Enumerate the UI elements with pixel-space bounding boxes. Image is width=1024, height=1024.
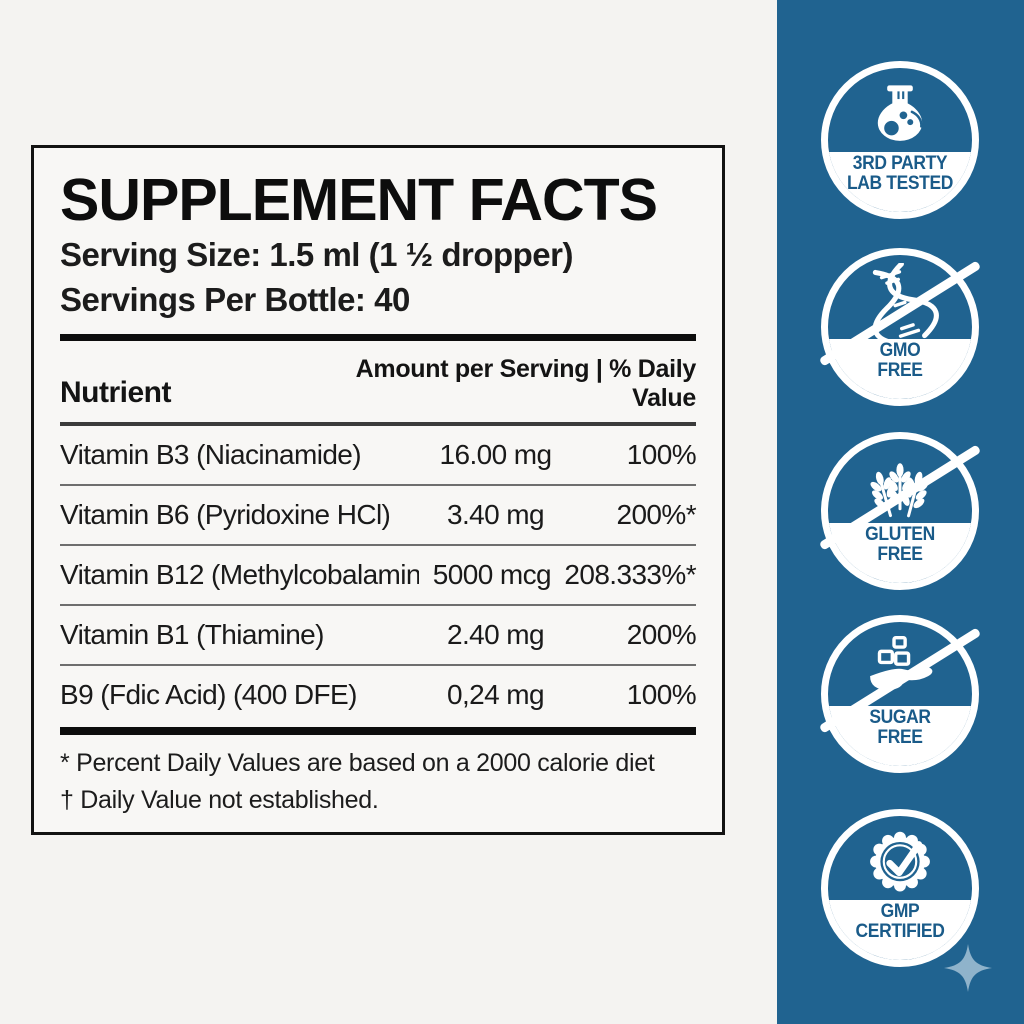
badge-label-line2: FREE [877,544,923,566]
badge-label: SUGAR FREE [834,708,966,748]
badge-label-line1: 3RD PARTY [852,153,948,175]
nutrient-amount: 5000 mcg [432,559,552,591]
divider-header [60,422,696,427]
nutrient-daily-value: 208.333%* [564,559,696,591]
sparkle-icon [944,944,992,992]
badge-sidebar: 3RD PARTY LAB TESTED [777,0,1024,1024]
badge-label-line1: GMP [880,901,920,923]
nutrient-amount: 2.40 mg [447,619,545,651]
badge-3rd-party-lab-tested: 3RD PARTY LAB TESTED [821,61,979,219]
nutrient-name: Vitamin B3 (Niacinamide) [60,439,362,471]
nutrient-name: Vitamin B6 (Pyridoxine HCl) [60,499,391,531]
column-header-amount-line1: Amount per Serving | % Daily [355,355,697,384]
column-header-amount-line2: Value [632,383,696,412]
badge-label: 3RD PARTY LAB TESTED [834,154,966,194]
badge-label-band [828,899,972,960]
badge-label-line2: LAB TESTED [846,173,954,195]
badge-label-line2: CERTIFIED [855,921,945,943]
table-row: Vitamin B12 (Methylcobalamin 5000 mcg 20… [60,546,697,607]
supplement-facts-panel: SUPPLEMENT FACTS Serving Size: 1.5 ml (1… [31,145,725,835]
badge-label-line2: FREE [877,360,923,382]
nutrient-daily-value: 200% [626,619,697,651]
divider-thick-bottom [60,727,696,736]
footnote-not-established: † Daily Value not established. [60,785,379,814]
badge-disc: 3RD PARTY LAB TESTED [821,61,979,219]
table-row: Vitamin B1 (Thiamine) 2.40 mg 200% [60,606,697,667]
badge-disc: SUGAR FREE [821,615,979,773]
table-row: Vitamin B6 (Pyridoxine HCl) 3.40 mg 200%… [60,486,697,547]
nutrient-amount: 3.40 mg [447,499,545,531]
badge-gluten-free: GLUTEN FREE [818,432,982,590]
column-header-amount-daily: Amount per Serving | % Daily Value [355,355,697,412]
badge-disc: GMP CERTIFIED [821,809,979,967]
badge-label-band [828,151,972,212]
nutrient-name: Vitamin B1 (Thiamine) [60,619,324,651]
badge-label-line2: FREE [877,727,923,749]
badge-disc: GMO FREE [821,248,979,406]
badge-label: GLUTEN FREE [834,525,966,565]
badge-label-line1: SUGAR [869,707,931,729]
nutrient-amount: 0,24 mg [447,679,545,711]
nutrient-amount: 16.00 mg [439,439,553,471]
nutrient-daily-value: 200%* [616,499,696,531]
badge-disc: GLUTEN FREE [821,432,979,590]
nutrient-name: B9 (Fdic Acid) (400 DFE) [60,679,357,711]
column-header-nutrient: Nutrient [60,376,172,410]
footnote-daily-values: * Percent Daily Values are based on a 20… [60,749,655,778]
badge-sugar-free: SUGAR FREE [818,615,982,773]
badge-label: GMO FREE [834,341,966,381]
nutrient-name: Vitamin B12 (Methylcobalamin [60,559,420,591]
badge-label-line1: GLUTEN [865,524,935,546]
nutrient-daily-value: 100% [626,439,697,471]
certified-seal-icon [870,831,930,892]
badge-label-line1: GMO [879,340,921,362]
table-row: B9 (Fdic Acid) (400 DFE) 0,24 mg 100% [60,666,697,724]
badge-gmp-certified: GMP CERTIFIED [821,809,979,967]
serving-size-text: Serving Size: 1.5 ml (1 ½ dropper) [60,236,573,274]
lab-flask-icon [877,85,923,141]
servings-per-bottle-text: Servings Per Bottle: 40 [60,280,410,318]
table-header-row: Nutrient Amount per Serving | % Daily Va… [60,355,696,412]
divider-thick-top [60,334,696,342]
nutrient-daily-value: 100% [626,679,697,711]
panel-title: SUPPLEMENT FACTS [60,167,658,233]
badge-label: GMP CERTIFIED [834,902,966,942]
table-row: Vitamin B3 (Niacinamide) 16.00 mg 100% [60,426,697,487]
badge-gmo-free: GMO FREE [818,248,982,406]
